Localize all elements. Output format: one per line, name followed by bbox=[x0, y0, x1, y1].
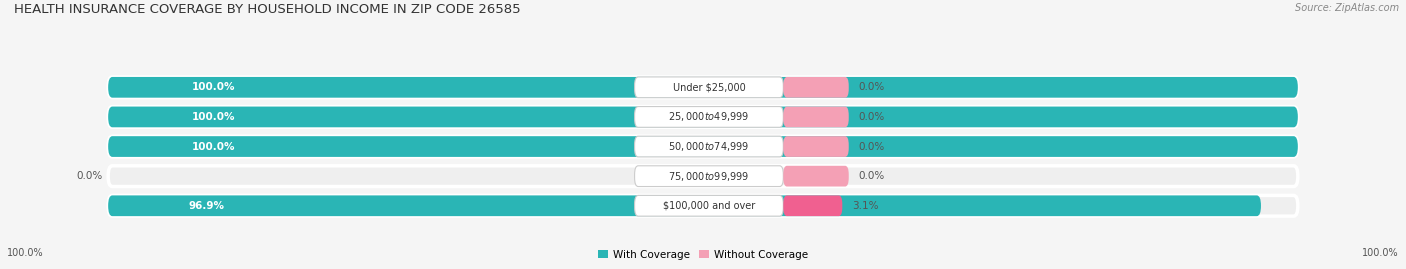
Text: 3.1%: 3.1% bbox=[852, 201, 879, 211]
Text: 100.0%: 100.0% bbox=[1362, 248, 1399, 258]
Text: 0.0%: 0.0% bbox=[76, 171, 103, 181]
Text: 100.0%: 100.0% bbox=[7, 248, 44, 258]
Legend: With Coverage, Without Coverage: With Coverage, Without Coverage bbox=[593, 245, 813, 264]
Text: 0.0%: 0.0% bbox=[858, 82, 884, 92]
Text: 0.0%: 0.0% bbox=[858, 141, 884, 151]
Text: 96.9%: 96.9% bbox=[188, 201, 225, 211]
FancyBboxPatch shape bbox=[783, 136, 849, 157]
FancyBboxPatch shape bbox=[108, 195, 1298, 216]
Text: Under $25,000: Under $25,000 bbox=[672, 82, 745, 92]
FancyBboxPatch shape bbox=[108, 77, 1298, 98]
Text: HEALTH INSURANCE COVERAGE BY HOUSEHOLD INCOME IN ZIP CODE 26585: HEALTH INSURANCE COVERAGE BY HOUSEHOLD I… bbox=[14, 3, 520, 16]
FancyBboxPatch shape bbox=[108, 107, 1298, 127]
FancyBboxPatch shape bbox=[634, 107, 783, 127]
FancyBboxPatch shape bbox=[108, 107, 1298, 127]
Text: $50,000 to $74,999: $50,000 to $74,999 bbox=[668, 140, 749, 153]
FancyBboxPatch shape bbox=[634, 136, 783, 157]
Text: $75,000 to $99,999: $75,000 to $99,999 bbox=[668, 170, 749, 183]
FancyBboxPatch shape bbox=[634, 166, 783, 186]
FancyBboxPatch shape bbox=[108, 195, 1261, 216]
FancyBboxPatch shape bbox=[634, 195, 783, 216]
Text: $25,000 to $49,999: $25,000 to $49,999 bbox=[668, 111, 749, 123]
FancyBboxPatch shape bbox=[783, 195, 842, 216]
Text: $100,000 and over: $100,000 and over bbox=[662, 201, 755, 211]
FancyBboxPatch shape bbox=[108, 77, 1298, 98]
FancyBboxPatch shape bbox=[783, 166, 849, 186]
FancyBboxPatch shape bbox=[108, 136, 1298, 157]
FancyBboxPatch shape bbox=[634, 77, 783, 98]
FancyBboxPatch shape bbox=[783, 77, 849, 98]
Text: Source: ZipAtlas.com: Source: ZipAtlas.com bbox=[1295, 3, 1399, 13]
FancyBboxPatch shape bbox=[783, 107, 849, 127]
Text: 100.0%: 100.0% bbox=[191, 112, 235, 122]
Text: 100.0%: 100.0% bbox=[191, 141, 235, 151]
FancyBboxPatch shape bbox=[108, 136, 1298, 157]
Text: 100.0%: 100.0% bbox=[191, 82, 235, 92]
FancyBboxPatch shape bbox=[108, 166, 1298, 186]
Text: 0.0%: 0.0% bbox=[858, 171, 884, 181]
Text: 0.0%: 0.0% bbox=[858, 112, 884, 122]
